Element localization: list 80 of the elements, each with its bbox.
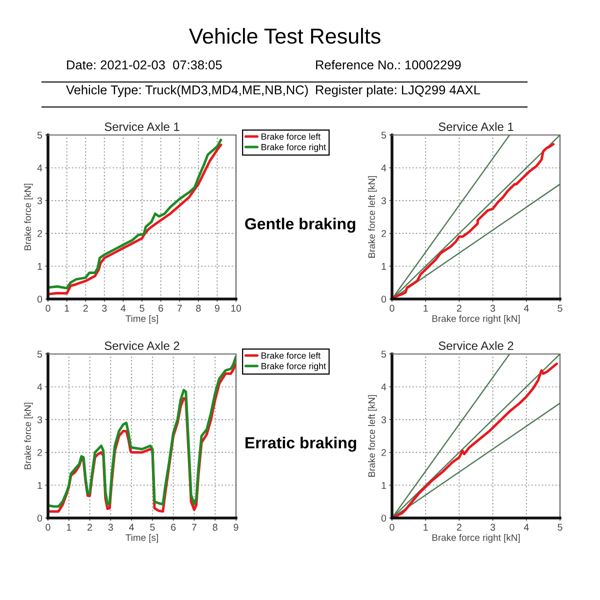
text: Vehicle Test Results: [188, 28, 380, 44]
x-axis-title: Time [s]: [126, 534, 158, 543]
y-tick-label: 1: [382, 263, 386, 270]
x-tick-label: 0: [46, 524, 50, 531]
x-tick-label: 8: [212, 524, 218, 531]
chart-title: Service Axle 2: [438, 341, 514, 350]
x-tick-label: 8: [196, 304, 201, 312]
text: Date: 2021-02-03 07:38:05: [67, 60, 222, 70]
y-axis-title: Brake force [kN]: [24, 184, 33, 250]
x-tick-label: 5: [558, 304, 562, 312]
y-tick-label: 4: [381, 384, 386, 390]
x-tick-label: 4: [129, 524, 134, 531]
x-axis-title: Brake force right [kN]: [432, 315, 520, 324]
x-tick-label: 7: [177, 304, 182, 312]
legend-label: Brake force right: [262, 144, 326, 152]
x-tick-label: 4: [120, 304, 126, 312]
x-tick-label: 3: [108, 524, 113, 531]
x-tick-label: 6: [171, 524, 176, 531]
y-tick-label: 0: [381, 514, 386, 522]
x-tick-label: 0: [46, 304, 50, 312]
y-tick-label: 3: [37, 416, 42, 424]
y-tick-label: 0: [37, 296, 42, 303]
x-tick-label: 1: [64, 304, 70, 312]
y-tick-label: 0: [381, 296, 386, 303]
x-tick-label: 0: [390, 524, 394, 531]
y-tick-label: 3: [381, 416, 386, 424]
y-tick-label: 4: [37, 164, 42, 172]
y-tick-label: 3: [381, 197, 386, 204]
x-tick-label: 10: [231, 304, 242, 312]
y-tick-label: 1: [38, 263, 42, 270]
y-tick-label: 2: [382, 230, 386, 237]
y-tick-label: 0: [37, 514, 42, 522]
text: Reference No.: 10002299: [316, 60, 461, 70]
x-tick-label: 6: [158, 304, 164, 312]
x-tick-label: 2: [456, 304, 462, 312]
y-tick-label: 2: [38, 230, 42, 237]
x-tick-label: 4: [524, 304, 529, 312]
y-tick-label: 1: [38, 482, 42, 489]
y-tick-label: 2: [382, 449, 386, 456]
chart-title: Service Axle 2: [104, 341, 180, 350]
x-axis-title: Brake force right [kN]: [432, 534, 520, 543]
y-axis-title: Brake force left [kN]: [368, 395, 377, 477]
x-tick-label: 5: [140, 304, 144, 312]
x-tick-label: 2: [456, 524, 462, 531]
x-tick-label: 9: [234, 524, 238, 531]
y-tick-label: 1: [382, 482, 386, 489]
x-tick-label: 3: [102, 304, 107, 312]
x-tick-label: 1: [424, 524, 428, 531]
y-tick-label: 3: [37, 197, 42, 204]
x-tick-label: 3: [490, 524, 496, 531]
y-tick-label: 5: [381, 350, 386, 358]
x-axis-title: Time [s]: [126, 315, 158, 324]
legend-label: Brake force left: [262, 133, 321, 140]
legend-label: Brake force right: [262, 362, 326, 371]
x-tick-label: 3: [490, 304, 496, 312]
text: Vehicle Type: Truck(MD3,MD4,ME,NB,NC): [66, 85, 308, 97]
chart-title: Service Axle 1: [104, 122, 180, 131]
y-axis-title: Brake force left [kN]: [368, 176, 377, 258]
text: Register plate: LJQ299 4AXL: [316, 85, 480, 97]
x-tick-label: 5: [150, 524, 155, 531]
x-tick-label: 7: [192, 524, 196, 531]
x-tick-label: 0: [390, 304, 394, 312]
x-tick-label: 5: [558, 524, 562, 531]
text: Gentle braking: [245, 218, 356, 233]
x-tick-label: 1: [66, 524, 72, 531]
y-axis-title: Brake force [kN]: [24, 402, 33, 470]
x-tick-label: 4: [524, 524, 529, 531]
chart-title: Service Axle 1: [438, 122, 514, 131]
x-tick-label: 9: [214, 304, 220, 312]
x-tick-label: 2: [83, 304, 88, 312]
y-tick-label: 4: [37, 384, 42, 390]
y-tick-label: 5: [37, 350, 42, 358]
legend-label: Brake force left: [262, 352, 321, 359]
y-tick-label: 5: [37, 132, 42, 139]
y-tick-label: 2: [38, 449, 42, 456]
y-tick-label: 5: [381, 132, 386, 139]
y-tick-label: 4: [381, 164, 386, 172]
x-tick-label: 2: [88, 524, 92, 531]
x-tick-label: 1: [424, 304, 428, 312]
text: Erratic braking: [246, 436, 356, 452]
